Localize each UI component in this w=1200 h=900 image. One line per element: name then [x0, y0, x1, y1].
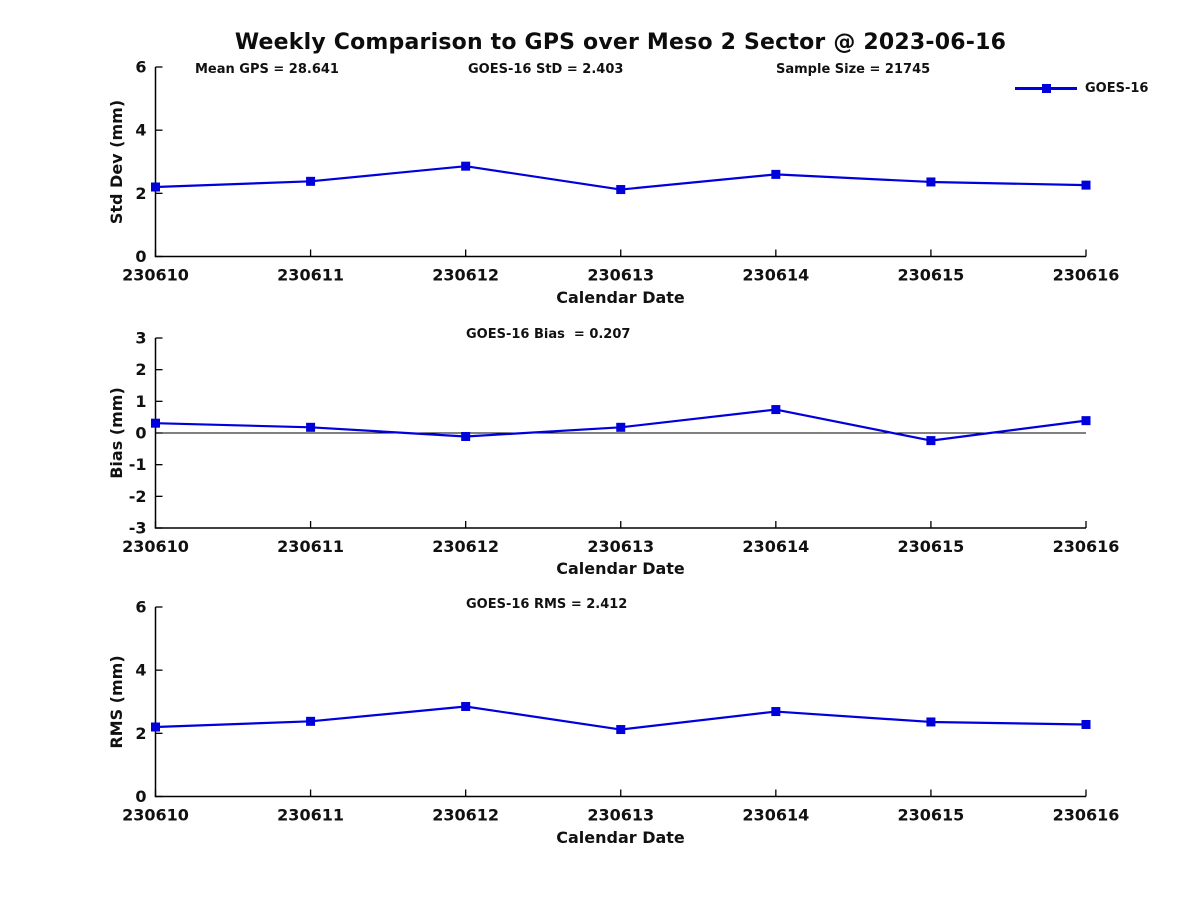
- x-tick-label: 230615: [898, 537, 965, 556]
- y-tick-label: 6: [135, 58, 146, 77]
- x-tick-label: 230612: [432, 266, 499, 285]
- data-point-marker: [616, 725, 626, 735]
- data-point-marker: [616, 422, 626, 432]
- x-axis-label-bottom: Calendar Date: [556, 828, 685, 847]
- y-axis-label-bias: Bias (mm): [107, 387, 126, 479]
- data-point-marker: [461, 161, 471, 171]
- y-axis-label-std-dev: Std Dev (mm): [107, 99, 126, 225]
- x-tick-label: 230616: [1053, 266, 1120, 285]
- x-tick-label: 230613: [587, 537, 654, 556]
- y-tick-label: 4: [135, 121, 146, 140]
- stat-goes16-rms: GOES-16 RMS = 2.412: [466, 597, 628, 612]
- legend-square-marker-icon: [1041, 83, 1051, 93]
- data-point-marker: [1081, 180, 1091, 190]
- x-tick-label: 230610: [122, 266, 189, 285]
- x-axis-label-middle: Calendar Date: [556, 559, 685, 578]
- legend-label: GOES-16: [1085, 80, 1149, 96]
- y-tick-label: 0: [135, 247, 146, 266]
- y-tick-label: 0: [135, 787, 146, 806]
- x-tick-label: 230615: [898, 266, 965, 285]
- data-point-marker: [1081, 416, 1091, 426]
- x-tick-label: 230610: [122, 806, 189, 825]
- y-tick-label: -2: [129, 487, 147, 506]
- data-point-marker: [151, 722, 160, 732]
- x-tick-label: 230614: [742, 266, 809, 285]
- data-point-marker: [771, 169, 781, 179]
- x-tick-label: 230611: [277, 537, 344, 556]
- x-tick-label: 230612: [432, 537, 499, 556]
- x-tick-label: 230615: [898, 806, 965, 825]
- y-tick-label: 3: [135, 329, 146, 348]
- data-point-marker: [616, 185, 626, 195]
- data-point-marker: [771, 405, 781, 415]
- y-tick-label: 2: [135, 724, 146, 743]
- stat-sample-size: Sample Size = 21745: [776, 62, 931, 77]
- x-tick-label: 230614: [742, 537, 809, 556]
- y-axis-label-rms: RMS (mm): [107, 655, 126, 749]
- y-tick-label: 4: [135, 661, 146, 680]
- data-point-marker: [306, 176, 316, 186]
- x-tick-label: 230616: [1053, 806, 1120, 825]
- data-point-marker: [926, 177, 936, 187]
- x-axis-label-top: Calendar Date: [556, 288, 685, 307]
- data-point-marker: [461, 431, 471, 441]
- y-tick-label: 1: [135, 392, 146, 411]
- legend: GOES-16: [1015, 80, 1149, 96]
- data-point-marker: [151, 182, 160, 192]
- legend-line-sample: [1015, 83, 1077, 93]
- data-point-marker: [306, 422, 316, 432]
- y-tick-label: 2: [135, 184, 146, 203]
- x-tick-label: 230611: [277, 266, 344, 285]
- x-tick-label: 230610: [122, 537, 189, 556]
- data-point-marker: [926, 717, 936, 727]
- x-tick-label: 230611: [277, 806, 344, 825]
- x-tick-label: 230613: [587, 266, 654, 285]
- y-tick-label: -1: [129, 455, 147, 474]
- y-tick-label: 0: [135, 424, 146, 443]
- y-tick-label: 6: [135, 598, 146, 617]
- data-point-marker: [461, 701, 471, 711]
- y-tick-label: -3: [129, 519, 147, 538]
- x-tick-label: 230616: [1053, 537, 1120, 556]
- data-point-marker: [1081, 719, 1091, 729]
- y-tick-label: 2: [135, 360, 146, 379]
- x-tick-label: 230613: [587, 806, 654, 825]
- data-point-marker: [306, 716, 316, 726]
- data-point-marker: [926, 436, 936, 446]
- x-tick-label: 230612: [432, 806, 499, 825]
- stat-goes16-std: GOES-16 StD = 2.403: [468, 62, 624, 77]
- stat-mean-gps: Mean GPS = 28.641: [195, 62, 339, 77]
- figure-title: Weekly Comparison to GPS over Meso 2 Sec…: [234, 30, 1007, 55]
- stat-goes16-bias: GOES-16 Bias = 0.207: [466, 327, 631, 342]
- data-point-marker: [151, 418, 160, 428]
- x-tick-label: 230614: [742, 806, 809, 825]
- data-point-marker: [771, 707, 781, 717]
